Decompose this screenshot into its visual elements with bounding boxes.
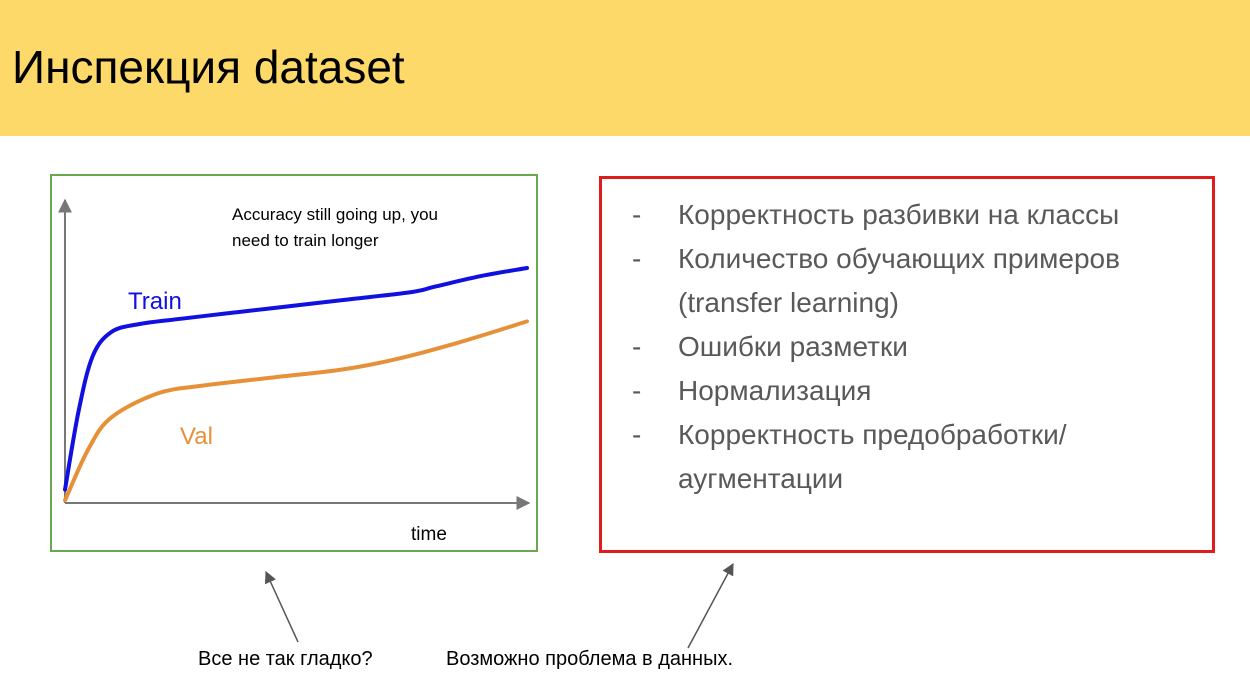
checklist-item-text: Корректность разбивки на классы <box>678 199 1120 230</box>
arrow-to-chart <box>265 570 299 643</box>
checklist-item: - Нормализация <box>632 369 1192 413</box>
chart-canvas: Accuracy still going up, you need to tra… <box>58 198 531 545</box>
checklist-item-text: Нормализация <box>678 375 872 406</box>
checklist-item: - Корректность предобработки/аугментации <box>632 413 1192 501</box>
caption-not-smooth: Все не так гладко? <box>198 648 373 670</box>
bullet-dash: - <box>632 199 642 230</box>
series-line-val <box>63 319 529 503</box>
checklist-item: - Ошибки разметки <box>632 325 1192 369</box>
data-checklist-box: - Корректность разбивки на классы - Коли… <box>599 176 1215 553</box>
accuracy-chart: Accuracy still going up, you need to tra… <box>50 174 538 552</box>
checklist-item-text: Количество обучающих примеров (transfer … <box>678 243 1120 318</box>
checklist-item-text: Ошибки разметки <box>678 331 908 362</box>
title-banner: Инспекция dataset <box>0 0 1250 136</box>
bullet-dash: - <box>632 419 642 450</box>
checklist: - Корректность разбивки на классы - Коли… <box>632 193 1192 501</box>
arrow-to-checklist <box>687 562 734 649</box>
bullet-dash: - <box>632 243 642 274</box>
train-series-label: Train <box>128 288 182 315</box>
caption-data-problem: Возможно проблема в данных. <box>446 648 734 670</box>
series-layer <box>63 266 529 503</box>
checklist-item: - Количество обучающих примеров (transfe… <box>632 237 1192 325</box>
checklist-item: - Корректность разбивки на классы <box>632 193 1192 237</box>
slide-title: Инспекция dataset <box>12 41 405 93</box>
bullet-dash: - <box>632 331 642 362</box>
chart-annotation-line2: need to train longer <box>232 231 379 250</box>
bullet-dash: - <box>632 375 642 406</box>
chart-annotation-line1: Accuracy still going up, you <box>232 205 438 224</box>
x-axis-label: time <box>411 524 447 545</box>
series-line-train <box>63 266 529 492</box>
checklist-item-text: Корректность предобработки/аугментации <box>678 419 1067 494</box>
val-series-label: Val <box>180 423 213 450</box>
